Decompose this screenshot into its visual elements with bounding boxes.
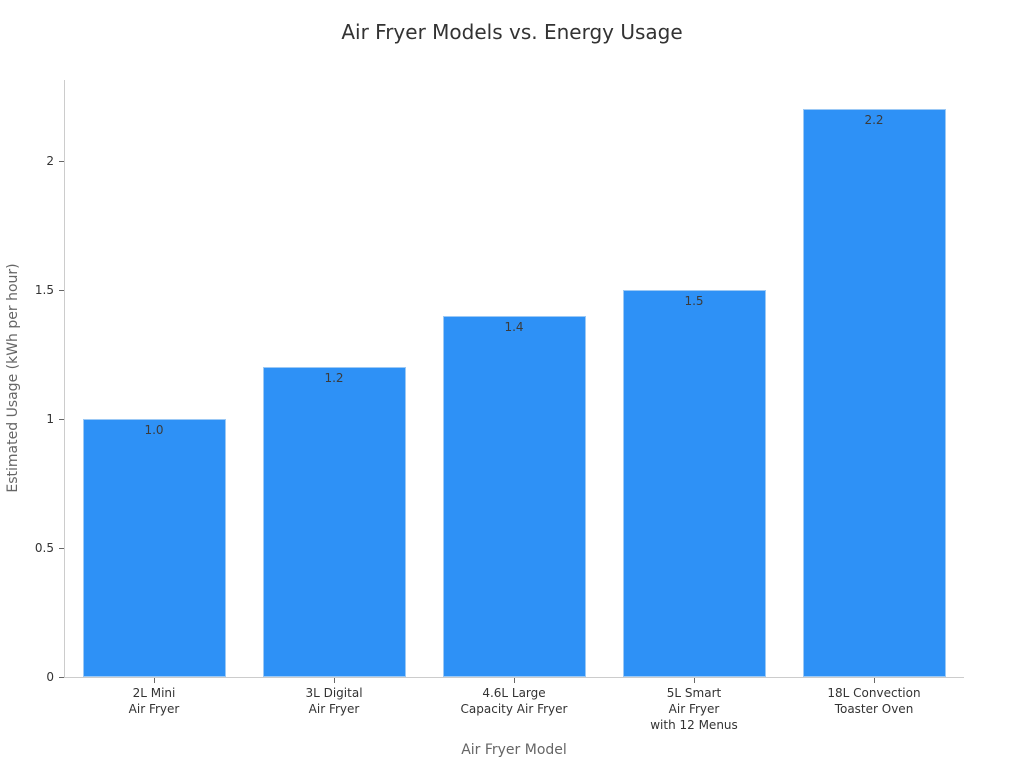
x-tick-label-line: 3L Digital — [305, 686, 363, 700]
bar-value-label: 1.2 — [324, 371, 344, 386]
bar-value-label: 2.2 — [864, 113, 884, 128]
x-tick-label: 3L Digital Air Fryer — [249, 685, 419, 717]
y-tick-label: 2 — [46, 154, 54, 168]
bar — [262, 367, 406, 677]
y-tick-mark — [59, 161, 64, 162]
y-tick-mark — [59, 677, 64, 678]
bar-value-label: 1.4 — [504, 319, 524, 334]
x-tick-mark — [694, 678, 695, 683]
x-tick-label: 5L Smart Air Fryer with 12 Menus — [609, 685, 779, 733]
x-tick-label: 2L Mini Air Fryer — [69, 685, 239, 717]
bar-value-label: 1.5 — [684, 294, 704, 308]
x-tick-label-line: 5L Smart — [666, 686, 722, 700]
x-tick-label-line: Air Fryer — [668, 702, 720, 716]
y-tick-mark — [59, 548, 64, 549]
y-axis-label: Estimated Usage (kWh per hour) — [5, 263, 21, 493]
y-tick-label: 0 — [46, 670, 54, 684]
bar — [802, 109, 946, 677]
bar — [442, 315, 586, 677]
x-tick-label-line: Toaster Oven — [834, 702, 914, 716]
x-tick-mark — [874, 678, 875, 683]
x-tick-label: 4.6L Large Capacity Air Fryer — [429, 685, 599, 717]
x-tick-label: 18L Convection Toaster Oven — [789, 685, 959, 717]
x-axis-line — [64, 677, 964, 678]
x-tick-label-line: with 12 Menus — [650, 718, 738, 732]
y-tick-label: 1 — [46, 412, 54, 426]
y-tick-label: 1.5 — [34, 283, 54, 297]
y-tick-mark — [59, 290, 64, 291]
x-tick-label-line: 4.6L Large — [482, 686, 546, 700]
y-axis-line — [64, 80, 65, 678]
y-tick-mark — [59, 419, 64, 420]
y-tick-label: 0.5 — [34, 541, 54, 555]
x-tick-label-line: Capacity Air Fryer — [460, 702, 568, 716]
x-tick-mark — [154, 678, 155, 683]
x-tick-mark — [334, 678, 335, 683]
x-tick-label-line: Air Fryer — [308, 702, 360, 716]
bar-value-label: 1.0 — [144, 423, 164, 437]
chart-title: Air Fryer Models vs. Energy Usage — [341, 20, 683, 44]
x-tick-mark — [514, 678, 515, 683]
x-axis-label: Air Fryer Model — [461, 742, 567, 758]
bar — [622, 290, 766, 677]
x-tick-label-line: 2L Mini — [132, 686, 176, 700]
x-tick-label-line: Air Fryer — [128, 702, 180, 716]
x-tick-label-line: 18L Convection — [827, 686, 921, 700]
bar — [82, 419, 226, 677]
